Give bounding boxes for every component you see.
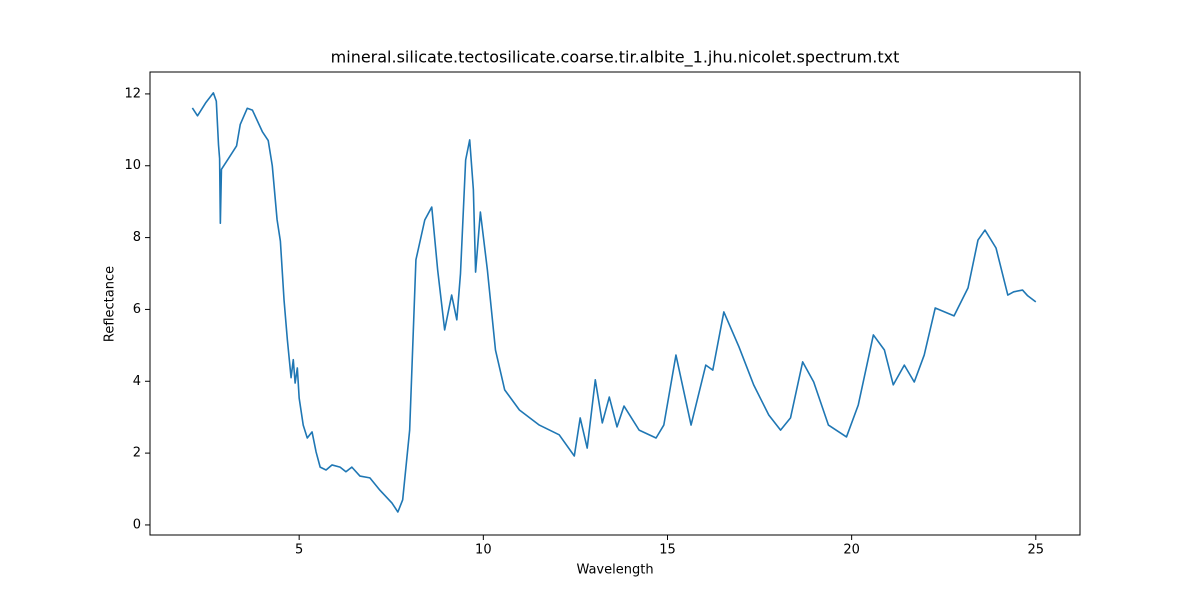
y-tick-label: 10 (124, 158, 141, 173)
spectrum-line (191, 92, 1037, 513)
y-tick-label: 0 (133, 517, 141, 532)
x-axis-label: Wavelength (576, 563, 653, 578)
y-tick-label: 12 (124, 86, 141, 101)
y-tick-label: 6 (133, 302, 141, 317)
x-tick-label: 15 (659, 543, 676, 558)
y-axis-label: Reflectance (103, 266, 118, 342)
x-tick-label: 25 (1028, 543, 1045, 558)
plot-frame (149, 71, 1081, 536)
chart-title: mineral.silicate.tectosilicate.coarse.ti… (331, 48, 900, 68)
y-tick-label: 2 (133, 446, 141, 461)
x-tick-label: 10 (475, 543, 492, 558)
y-tick-label: 4 (133, 374, 141, 389)
y-tick-label: 8 (133, 230, 141, 245)
x-tick-label: 5 (295, 543, 303, 558)
x-tick-label: 20 (843, 543, 860, 558)
